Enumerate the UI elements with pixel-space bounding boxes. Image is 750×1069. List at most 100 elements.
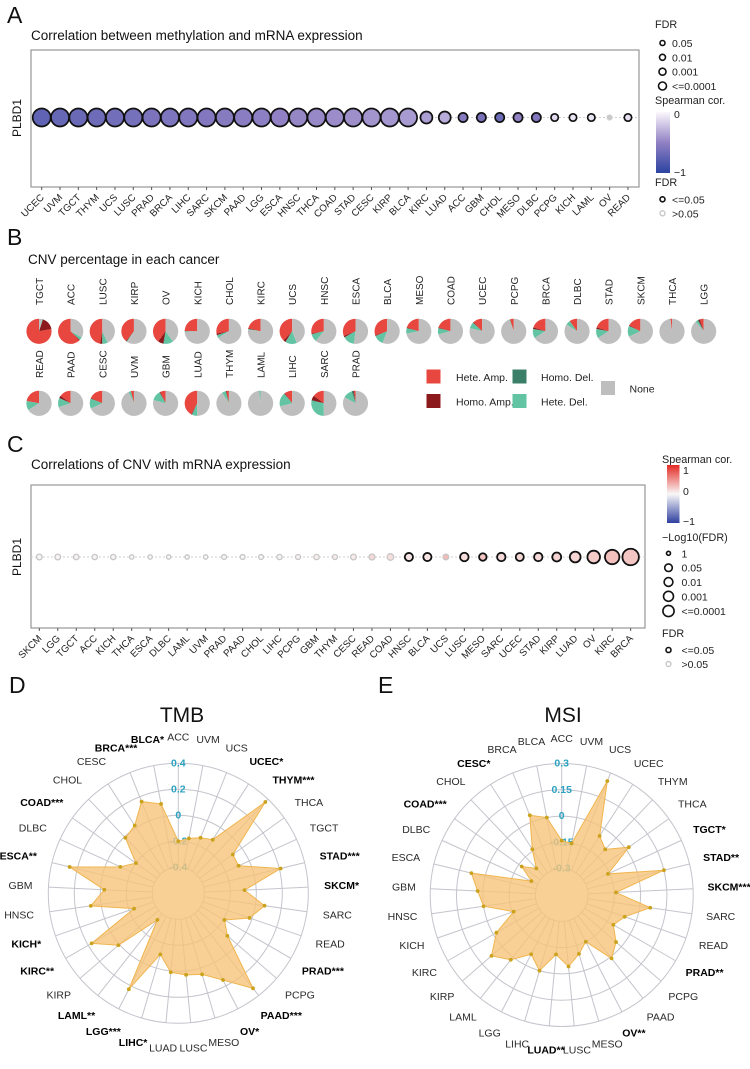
msi-radar: -0.3-0.1500.150.3ACCUVMUCSUCECTHYMTHCATG… [388,733,750,1056]
pie-slice-none [218,318,242,344]
radar-point-laml [508,957,513,962]
category-label-kich: KICH* [11,938,42,950]
dot-cesc [349,553,357,561]
pie-slice-none [406,318,432,344]
pie-slice-homo-amp- [628,325,641,332]
pie-slice-homo-amp- [248,328,261,332]
dot-luad [568,550,582,564]
pie-slice-none [153,390,179,416]
pie-tgct [26,318,52,344]
pie-slice-homo-amp- [283,331,293,342]
category-label-paad: PAAD*** [261,1010,303,1022]
pie-label-kich: KICH [193,281,204,305]
legend-colorbar-label: −1 [683,516,695,528]
pie-slice-homo-amp- [70,331,80,341]
pie-slice-none [102,318,115,343]
category-label-ucs: UCS [609,744,631,756]
legend-size-circle [658,67,667,76]
radar-point-thym [603,847,608,852]
category-label-skcm: SKCM*** [708,882,750,894]
radar-point-skcm [242,888,247,893]
legend-size-label: 0.01 [672,52,693,64]
panel-b-title: CNV percentage in each cancer [28,252,220,267]
pie-slice-hete-amp- [60,390,71,404]
dot-kirc [419,110,434,125]
pie-slice-hete-del- [70,331,82,340]
pie-slice-homo-amp- [39,319,52,332]
pie-slice-none [501,318,527,344]
legend-swatch-homo-del [512,369,527,384]
dot-hnsc [403,552,414,562]
dot-stad [533,551,544,563]
pie-slice-homo-amp- [353,390,356,404]
pie-label-read: READ [35,350,46,378]
pie-slice-none [469,318,495,344]
pie-slice-homo-amp- [311,395,324,404]
pie-slice-hete-del- [375,331,388,344]
pie-slice-hete-del- [89,398,103,409]
pie-label-laml: LAML [257,351,268,378]
pie-slice-homo-amp- [533,327,546,332]
dot-uvm [202,554,209,560]
category-label-dlbc: DLBC [402,824,430,836]
radar-point-tgct [606,871,610,876]
radar-point-read [622,914,627,919]
legend-sig-label: <=0.05 [672,194,705,206]
dot-luad [437,110,452,125]
pie-slice-hete-del- [695,320,704,332]
legend-size-circle [658,53,667,62]
pie-slice-none [564,318,590,344]
pie-skcm [627,318,653,344]
dot-blca [398,107,418,128]
pie-label-stad: STAD [605,279,616,305]
legend-sig-title: FDR [662,628,684,640]
pie-slice-hete-del- [311,400,324,416]
pie-slice-homo-amp- [125,331,134,342]
legend-sig-title: FDR [655,177,677,189]
panel-label-e: E [378,672,393,698]
pie-slice-hete-del- [128,391,134,404]
category-label-paad: PAAD [647,1012,675,1024]
pie-label-kirc: KIRC [257,281,268,305]
pie-blca [374,318,400,344]
legend-label-hete-del: Hete. Del. [541,397,588,409]
category-label-skcm: SKCM* [324,880,360,892]
pie-slice-hete-del- [566,321,578,332]
pie-label-lihc: LIHC [288,355,299,378]
radar-point-ucec [210,837,215,842]
pie-slice-hete-amp- [26,390,39,404]
pie-label-brca: BRCA [541,277,552,305]
dot-ucec [31,107,52,128]
radar-point-ov [221,978,225,982]
pie-slice-none [353,318,369,344]
pie-slice-hete-amp- [26,318,52,344]
dot-paad [239,553,246,561]
dot-tgct [68,107,89,128]
radar-point-chol [534,866,539,871]
panel-b-legend: Hete. Amp. Homo. Amp. Homo. Del. Hete. D… [426,369,655,409]
pie-read [26,390,52,416]
pie-slice-hete-amp- [153,318,166,342]
dot-dlbc [165,554,172,560]
pie-slice-hete-del- [532,328,546,339]
pie-brca [532,318,558,344]
pie-slice-hete-del- [216,331,229,339]
pie-label-dlbc: DLBC [573,278,584,305]
dot-lusc [459,551,470,563]
pie-lihc [279,390,305,416]
dot-thym [331,553,339,561]
dot-esca [270,107,290,128]
pie-label-ucs: UCS [288,284,299,305]
pie-label-esca: ESCA [352,277,363,305]
pie-slice-homo-amp- [90,397,103,404]
x-tick-label-blca: BLCA [407,633,433,659]
pie-slice-none [165,318,179,342]
legend-size-label: <=0.0001 [682,606,727,618]
pie-slice-homo-amp- [159,391,166,404]
pie-label-chol: CHOL [225,277,236,305]
category-label-hnsc: HNSC [4,910,34,922]
panel-c-legend: Spearman cor. 1 0 −1 −Log10(FDR) 1 0.05 … [662,454,732,671]
pie-slice-homo-amp- [406,327,419,332]
pie-slice-hete-amp- [279,318,293,341]
legend-size-circle [665,550,672,557]
